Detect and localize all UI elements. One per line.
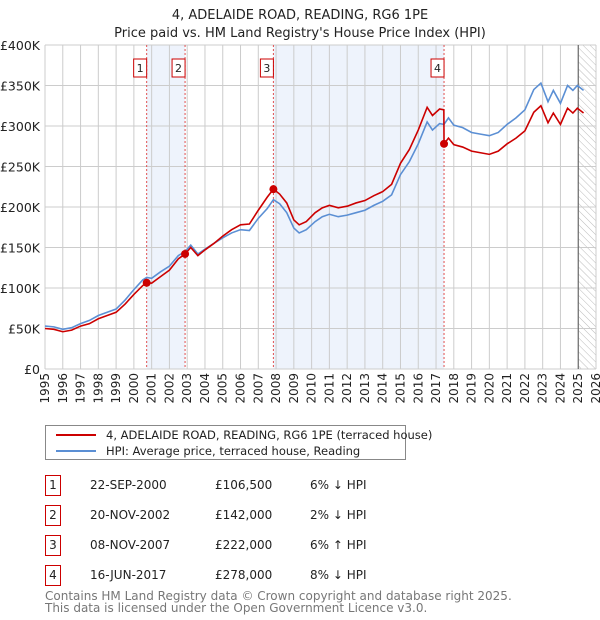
sale-point	[440, 139, 449, 148]
sale-hpi-diff: 6% ↑ HPI	[310, 538, 367, 552]
x-tick-label: 2020	[482, 373, 496, 404]
legend-item-property: 4, ADELAIDE ROAD, READING, RG6 1PE (terr…	[56, 427, 432, 443]
price-chart: 1995 1996 1997 1998 1999 2000 2001 2002 2003 2004…	[0, 38, 600, 404]
x-tick-label: 2013	[358, 373, 372, 404]
x-tick-label: 2010	[305, 373, 319, 404]
x-tick-label: 2005	[216, 373, 230, 404]
x-tick-label: 2000	[127, 373, 141, 404]
x-tick-label: 2002	[162, 373, 176, 404]
x-tick-label: 1997	[74, 373, 88, 404]
sale-date: 16-JUN-2017	[90, 568, 167, 582]
sale-marker-label: 2	[175, 62, 182, 75]
y-tick-label: £300K	[0, 119, 41, 134]
x-tick-label: 2009	[287, 373, 301, 404]
y-tick-label: £250K	[0, 160, 41, 175]
x-tick-label: 2003	[180, 373, 194, 404]
x-tick-label: 2019	[465, 373, 479, 404]
y-tick-label: £150K	[0, 241, 41, 256]
hpi-line	[44, 81, 585, 331]
sale-marker-box	[259, 58, 274, 78]
y-tick-label: £200K	[0, 200, 41, 215]
x-tick-label: 2004	[198, 373, 212, 404]
sale-price: £222,000	[215, 538, 273, 552]
x-tick-label: 1999	[109, 373, 123, 404]
x-tick-label: 2021	[500, 373, 514, 404]
x-tick-label: 2011	[322, 373, 336, 404]
sale-marker-box	[430, 58, 445, 78]
x-tick-label: 2016	[411, 373, 425, 404]
legend-label: HPI: Average price, terraced house, Read…	[106, 444, 361, 458]
legend-swatch-red	[56, 434, 96, 436]
sale-price: £106,500	[215, 478, 273, 492]
legend-swatch-blue	[56, 450, 96, 452]
sale-price: £142,000	[215, 508, 273, 522]
sale-marker-label: 1	[137, 62, 144, 75]
sale-marker-label: 4	[434, 62, 441, 75]
x-tick-label: 2023	[536, 373, 550, 404]
sale-row: 3 08-NOV-2007 £222,000 6% ↑ HPI	[45, 535, 445, 557]
sale-point	[269, 185, 278, 194]
x-tick-label: 2007	[251, 373, 265, 404]
sale-hpi-diff: 2% ↓ HPI	[310, 508, 367, 522]
sale-marker-label: 3	[263, 62, 270, 75]
x-tick-label: 2026	[589, 373, 600, 404]
x-tick-label: 1995	[38, 373, 52, 404]
x-tick-label: 2018	[447, 373, 461, 404]
y-tick-label: £350K	[0, 79, 41, 94]
x-tick-label: 2001	[145, 373, 159, 404]
x-tick-label: 1998	[91, 373, 105, 404]
sale-row: 1 22-SEP-2000 £106,500 6% ↓ HPI	[45, 475, 445, 497]
sale-number-badge: 4	[45, 565, 61, 586]
x-tick-label: 2025	[571, 373, 585, 404]
y-tick-label: £0	[24, 362, 40, 377]
sale-row: 4 16-JUN-2017 £278,000 8% ↓ HPI	[45, 565, 445, 587]
legend-item-hpi: HPI: Average price, terraced house, Read…	[56, 443, 360, 459]
x-tick-label: 2015	[393, 373, 407, 404]
sale-date: 08-NOV-2007	[90, 538, 171, 552]
sale-number-badge: 3	[45, 535, 61, 556]
sale-number-badge: 1	[45, 475, 61, 496]
sale-marker-box	[133, 58, 148, 78]
footer-copyright: Contains HM Land Registry data © Crown c…	[45, 589, 512, 603]
x-tick-label: 2006	[234, 373, 248, 404]
x-tick-label: 2022	[518, 373, 532, 404]
x-tick-label: 2017	[429, 373, 443, 404]
sale-hpi-diff: 6% ↓ HPI	[310, 478, 367, 492]
sale-price: £278,000	[215, 568, 273, 582]
legend-label: 4, ADELAIDE ROAD, READING, RG6 1PE (terr…	[106, 428, 433, 442]
x-tick-label: 2014	[376, 373, 390, 404]
sale-date: 22-SEP-2000	[90, 478, 167, 492]
footer-licence: This data is licensed under the Open Gov…	[45, 601, 428, 615]
chart-title: 4, ADELAIDE ROAD, READING, RG6 1PE	[171, 8, 429, 23]
sale-marker-box	[171, 58, 186, 78]
y-tick-label: £50K	[8, 322, 41, 337]
chart-subtitle: Price paid vs. HM Land Registry's House …	[114, 26, 486, 41]
x-tick-label: 2012	[340, 373, 354, 404]
sale-number-badge: 2	[45, 505, 61, 526]
sale-row: 2 20-NOV-2002 £142,000 2% ↓ HPI	[45, 505, 445, 527]
x-tick-label: 1996	[56, 373, 70, 404]
sale-point	[181, 249, 190, 258]
sale-date: 20-NOV-2002	[90, 508, 171, 522]
sale-point	[142, 278, 151, 287]
x-tick-label: 2008	[269, 373, 283, 404]
sale-hpi-diff: 8% ↓ HPI	[310, 568, 367, 582]
legend: 4, ADELAIDE ROAD, READING, RG6 1PE (terr…	[45, 425, 432, 460]
y-tick-label: £400K	[0, 38, 41, 53]
x-tick-label: 2024	[553, 373, 567, 404]
y-tick-label: £100K	[0, 281, 41, 296]
